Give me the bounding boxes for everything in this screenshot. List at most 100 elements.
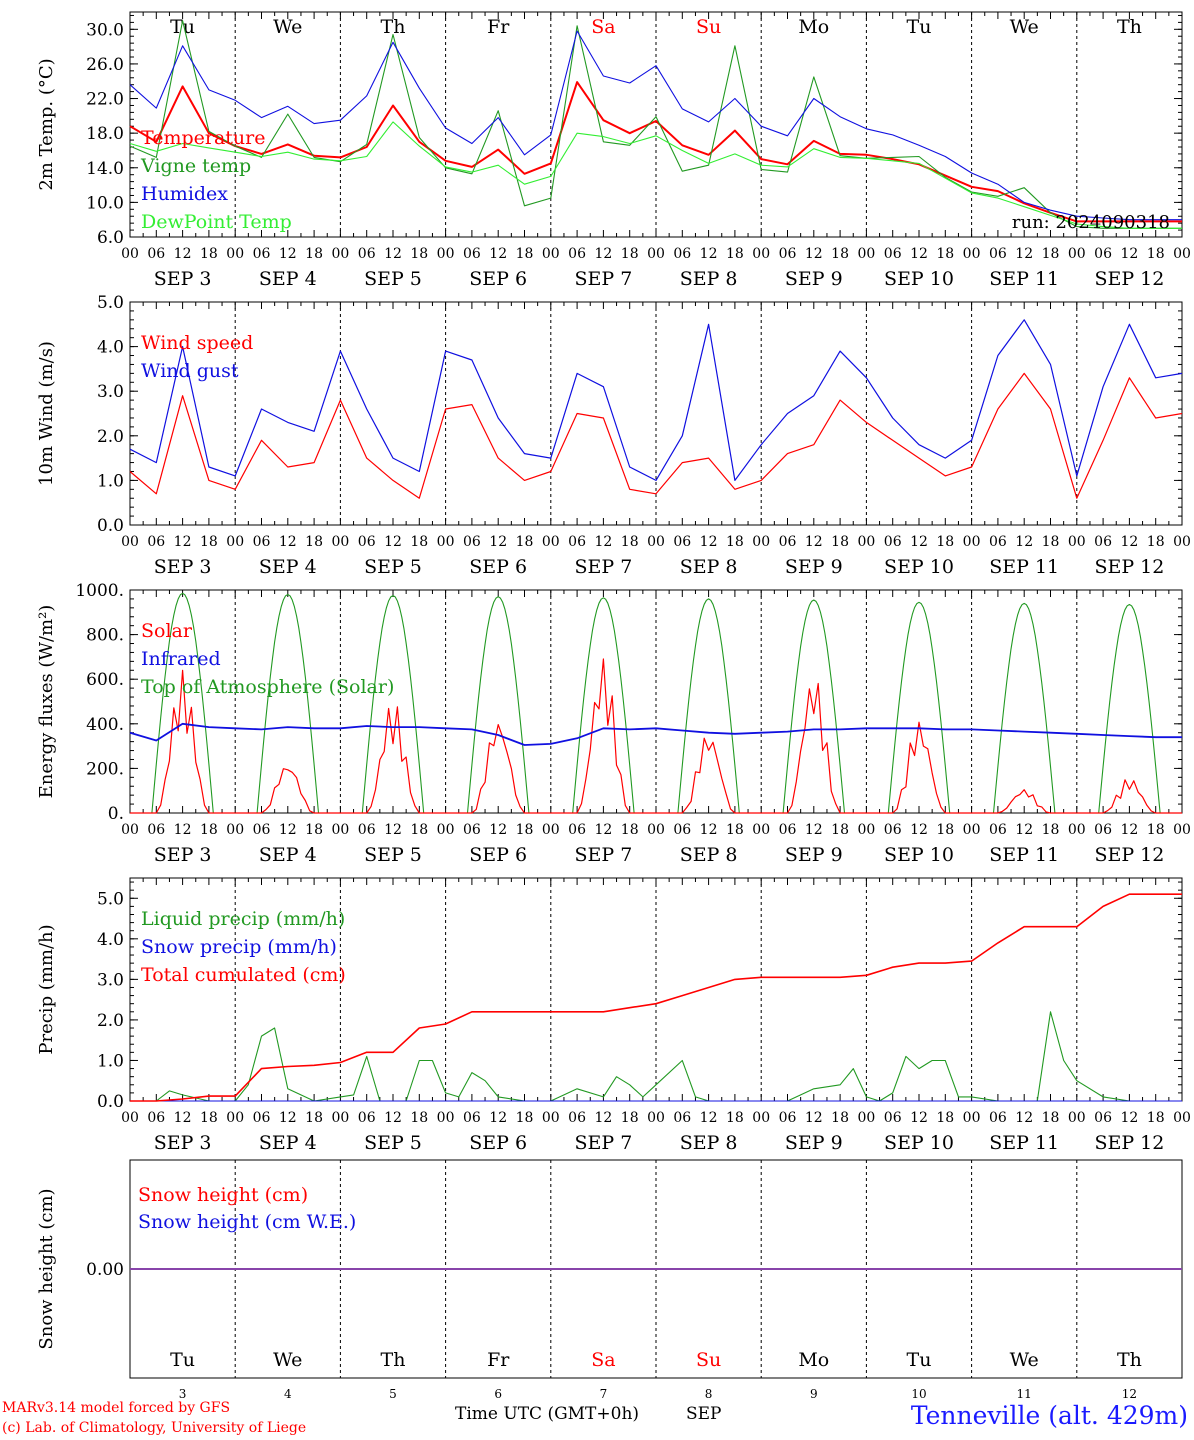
weekday-label: We [1010, 1349, 1039, 1371]
hour-tick-label: 18 [936, 1110, 954, 1126]
hour-tick-label: 12 [805, 246, 823, 262]
weekday-label: Tu [907, 1349, 932, 1371]
hour-tick-label: 12 [384, 534, 402, 550]
day-label: SEP 7 [574, 268, 632, 290]
panel-3: 0. 200. 400. 600. 800. 1000. Energy fluxes (W/… [36, 581, 1191, 866]
hour-tick-label: 18 [936, 822, 954, 838]
hour-tick-label: 00 [437, 246, 455, 262]
series-solar [445, 723, 551, 814]
hour-tick-label: 06 [673, 822, 691, 838]
hour-tick-label: 18 [516, 246, 534, 262]
hour-tick-label: 12 [1015, 246, 1033, 262]
hour-tick-label: 00 [437, 822, 455, 838]
hour-tick-label: 12 [1015, 822, 1033, 838]
day-label: SEP 5 [364, 556, 422, 578]
hour-tick-label: 18 [516, 822, 534, 838]
hour-tick-label: 18 [305, 246, 323, 262]
day-number: 7 [600, 1387, 608, 1400]
day-label: SEP 4 [259, 1132, 317, 1154]
panel-5: 0.00 Snow height (cm) Snow height (cm) Snow… [36, 1159, 1183, 1400]
day-label: SEP 7 [574, 1132, 632, 1154]
hour-tick-label: 18 [726, 1110, 744, 1126]
y-tick-label: 800. [86, 626, 124, 646]
hour-tick-label: 06 [1094, 1110, 1112, 1126]
hour-tick-label: 00 [1068, 534, 1086, 550]
hour-tick-label: 06 [884, 1110, 902, 1126]
legend-entry: Solar [141, 620, 193, 642]
weekday-label: Tu [907, 16, 932, 38]
weekday-label: Tu [170, 1349, 195, 1371]
y-tick-label: 0. [108, 804, 124, 824]
day-label: SEP 3 [154, 556, 212, 578]
weekday-label: Sa [591, 16, 615, 38]
day-label: SEP 8 [680, 1132, 738, 1154]
hour-tick-label: 00 [542, 534, 560, 550]
hour-tick-label: 18 [516, 534, 534, 550]
weekday-label: Fr [487, 1349, 510, 1371]
hour-tick-label: 00 [1068, 822, 1086, 838]
hour-tick-label: 00 [437, 1110, 455, 1126]
legend-entry: Snow precip (mm/h) [141, 936, 337, 958]
hour-tick-label: 12 [594, 1110, 612, 1126]
y-tick-label: 600. [86, 670, 124, 690]
location-title: Tenneville (alt. 429m) [910, 1401, 1188, 1430]
y-tick-label: 0.0 [97, 1092, 124, 1112]
hour-tick-label: 12 [700, 1110, 718, 1126]
weekday-label: Su [696, 1349, 721, 1371]
hour-tick-label: 12 [910, 822, 928, 838]
legend-entry: Humidex [141, 183, 228, 205]
y-axis-label: 2m Temp. (°C) [36, 58, 57, 190]
hour-tick-label: 06 [147, 822, 165, 838]
day-label: SEP 3 [154, 268, 212, 290]
day-label: SEP 9 [785, 1132, 843, 1154]
y-tick-label: 4.0 [97, 930, 124, 950]
hour-tick-label: 18 [726, 246, 744, 262]
hour-tick-label: 18 [410, 822, 428, 838]
hour-tick-label: 18 [305, 534, 323, 550]
series-toa-solar [1076, 603, 1182, 814]
hour-tick-label: 00 [437, 534, 455, 550]
series-liquid-precip [130, 1011, 1182, 1102]
day-label: SEP 5 [364, 844, 422, 866]
hour-tick-label: 12 [805, 534, 823, 550]
y-tick-label: 30.0 [86, 20, 124, 40]
series-wind-speed [129, 372, 1183, 499]
hour-tick-label: 12 [1120, 1110, 1138, 1126]
day-label: SEP 5 [364, 1132, 422, 1154]
y-tick-label: 0.00 [86, 1260, 124, 1280]
hour-tick-label: 12 [910, 534, 928, 550]
day-label: SEP 8 [680, 844, 738, 866]
hour-tick-label: 06 [779, 1110, 797, 1126]
panel-2: 0.0 1.0 2.0 3.0 4.0 5.0 10m Wind (m/s) Wind spe… [36, 293, 1191, 578]
day-label: SEP 11 [989, 1132, 1059, 1154]
hour-tick-label: 18 [831, 822, 849, 838]
legend-entry: Top of Atmosphere (Solar) [141, 676, 394, 698]
panel-frame [129, 301, 1183, 526]
series-dewpoint-temp [129, 121, 1182, 229]
hour-tick-label: 00 [1173, 246, 1191, 262]
hour-tick-label: 06 [147, 1110, 165, 1126]
hour-tick-label: 06 [989, 246, 1007, 262]
hour-tick-label: 06 [568, 1110, 586, 1126]
hour-tick-label: 00 [857, 246, 875, 262]
day-number: 10 [911, 1387, 926, 1400]
hour-tick-label: 18 [200, 1110, 218, 1126]
series-humidex [129, 30, 1182, 221]
hour-tick-label: 18 [410, 246, 428, 262]
hour-tick-label: 00 [542, 822, 560, 838]
hour-tick-label: 18 [621, 534, 639, 550]
hour-tick-label: 18 [831, 246, 849, 262]
hour-tick-label: 12 [384, 1110, 402, 1126]
hour-tick-label: 06 [147, 246, 165, 262]
hour-tick-label: 12 [489, 822, 507, 838]
hour-tick-label: 00 [1173, 822, 1191, 838]
weekday-label: Mo [798, 1349, 829, 1371]
weekday-label: Tu [170, 16, 195, 38]
day-label: SEP 12 [1094, 556, 1164, 578]
day-label: SEP 10 [884, 844, 954, 866]
hour-tick-label: 18 [516, 1110, 534, 1126]
hour-tick-label: 06 [253, 1110, 271, 1126]
model-credit: MARv3.14 model forced by GFS [2, 1400, 231, 1416]
hour-tick-label: 18 [200, 534, 218, 550]
lab-credit: (c) Lab. of Climatology, University of L… [2, 1420, 307, 1436]
